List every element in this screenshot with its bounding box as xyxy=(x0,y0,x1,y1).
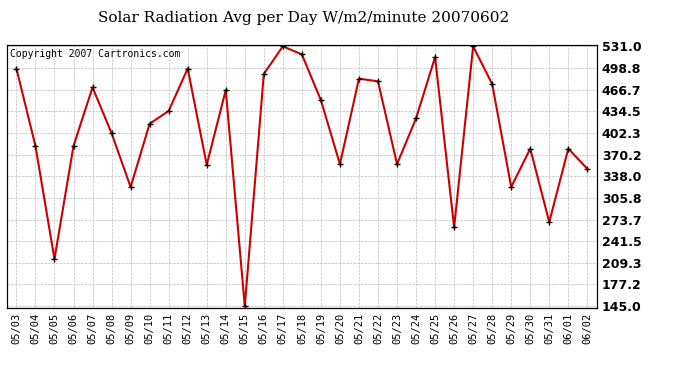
Text: Solar Radiation Avg per Day W/m2/minute 20070602: Solar Radiation Avg per Day W/m2/minute … xyxy=(98,11,509,25)
Text: Copyright 2007 Cartronics.com: Copyright 2007 Cartronics.com xyxy=(10,49,180,59)
